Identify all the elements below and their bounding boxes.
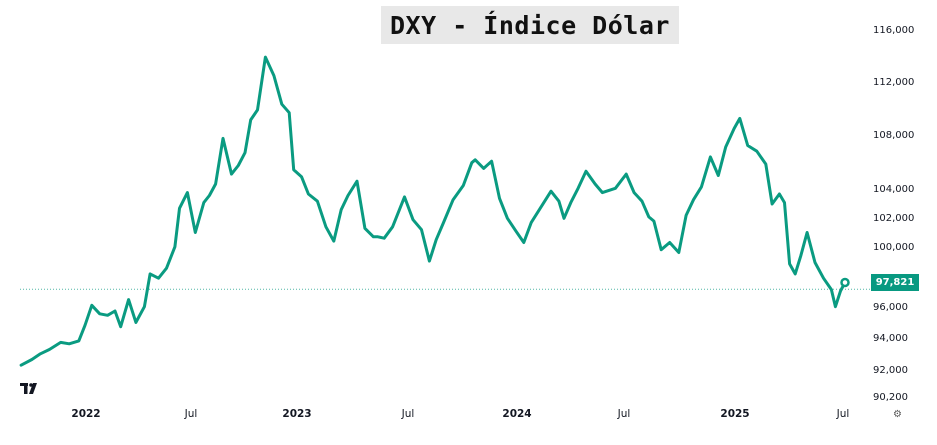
y-tick-label: 108,000 bbox=[873, 130, 915, 141]
y-tick-label: 94,000 bbox=[873, 333, 908, 344]
y-tick-label: 102,000 bbox=[873, 213, 915, 224]
x-tick-label: Jul bbox=[617, 408, 631, 420]
y-tick-label: 96,000 bbox=[873, 302, 908, 313]
x-tick-label: 2022 bbox=[71, 408, 101, 420]
x-tick-label: Jul bbox=[184, 408, 198, 420]
x-tick-label: 2023 bbox=[282, 408, 312, 420]
x-tick-label: 2024 bbox=[502, 408, 532, 420]
chart-title-box: DXY - Índice Dólar bbox=[381, 6, 679, 44]
y-tick-label: 100,000 bbox=[873, 242, 915, 253]
y-tick-label: 104,000 bbox=[873, 184, 915, 195]
y-tick-label: 92,000 bbox=[873, 365, 908, 376]
y-tick-label: 112,000 bbox=[873, 77, 915, 88]
last-price-point bbox=[840, 277, 850, 288]
x-tick-label: Jul bbox=[401, 408, 415, 420]
x-tick-label: 2025 bbox=[720, 408, 750, 420]
y-tick-label: 116,000 bbox=[873, 25, 915, 36]
dxy-price-line bbox=[19, 55, 847, 367]
tradingview-logo-icon[interactable] bbox=[20, 383, 42, 395]
chart-title: DXY - Índice Dólar bbox=[390, 10, 670, 40]
last-price-tag: 97,821 bbox=[871, 274, 919, 291]
y-tick-label: 90,200 bbox=[873, 392, 908, 403]
x-tick-label: Jul bbox=[836, 408, 850, 420]
gear-icon[interactable]: ⚙ bbox=[893, 409, 902, 420]
